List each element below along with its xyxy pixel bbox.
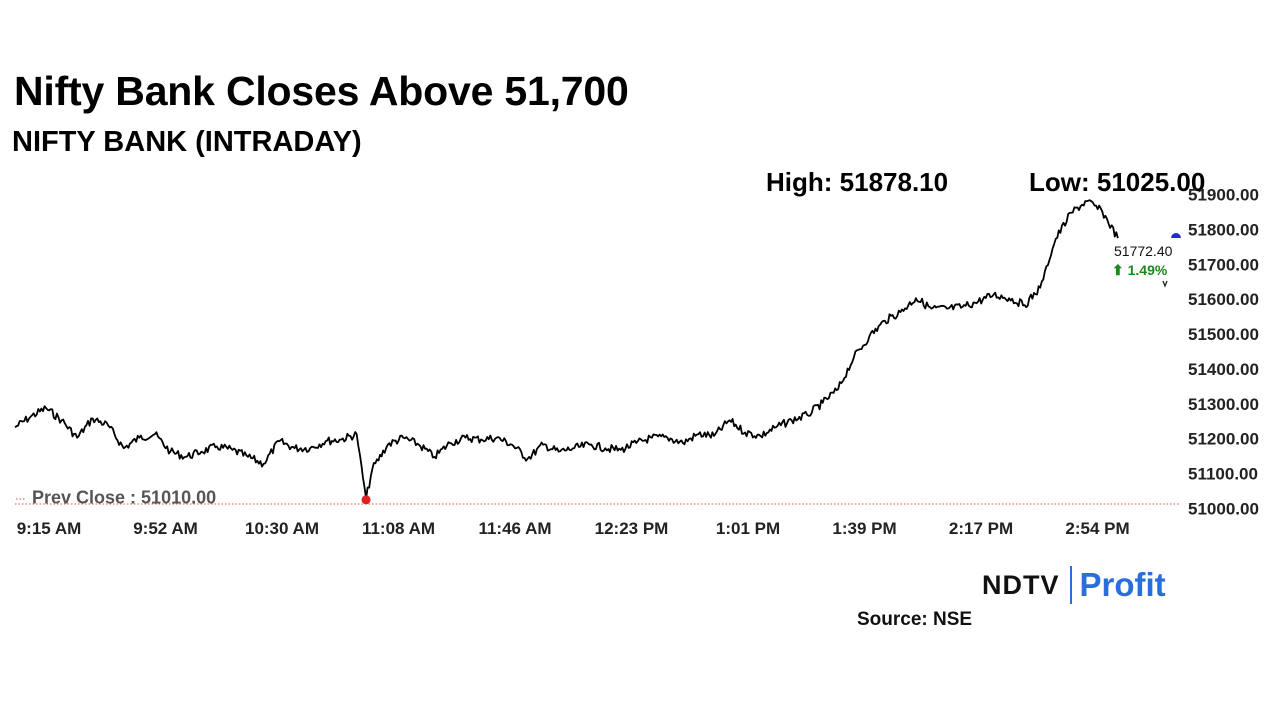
low-marker: [361, 495, 371, 505]
brand-logo: NDTV Profit: [982, 566, 1166, 604]
y-tick-label: 51600.00: [1188, 290, 1259, 309]
current-level-marker: [1171, 233, 1181, 238]
x-tick-label: 2:17 PM: [949, 519, 1013, 538]
last-value-label: 51772.40: [1114, 243, 1173, 259]
y-tick-label: 51500.00: [1188, 325, 1259, 344]
x-tick-label: 11:08 AM: [362, 519, 435, 538]
y-tick-label: 51200.00: [1188, 430, 1259, 449]
x-tick-label: 11:46 AM: [478, 519, 551, 538]
low-label: Low: 51025.00: [1029, 167, 1206, 197]
price-line: [14, 199, 1119, 500]
y-tick-label: 51300.00: [1188, 395, 1259, 414]
page-title: Nifty Bank Closes Above 51,700: [14, 68, 629, 114]
y-tick-label: 51800.00: [1188, 220, 1259, 239]
x-tick-label: 12:23 PM: [595, 519, 669, 538]
y-tick-label: 51700.00: [1188, 255, 1259, 274]
brand-separator: [1069, 566, 1072, 604]
x-tick-label: 9:15 AM: [17, 519, 82, 538]
x-tick-label: 10:30 AM: [245, 519, 319, 538]
brand-ndtv-text: NDTV: [982, 569, 1060, 600]
chart-subtitle: NIFTY BANK (INTRADAY): [12, 126, 362, 158]
high-label: High: 51878.10: [766, 167, 949, 197]
y-tick-label: 51900.00: [1188, 186, 1259, 205]
change-percent-label: ⬆ 1.49%: [1112, 262, 1168, 278]
prev-close-label: Prev Close : 51010.00: [32, 488, 216, 508]
x-tick-label: 1:01 PM: [716, 519, 780, 538]
source-note: Source: NSE: [857, 609, 973, 630]
y-tick-label: 51000.00: [1188, 500, 1259, 519]
current-level-tick: [1162, 280, 1168, 288]
x-tick-label: 9:52 AM: [133, 519, 198, 538]
brand-profit-text: Profit: [1079, 566, 1166, 603]
x-tick-label: 1:39 PM: [832, 519, 896, 538]
y-tick-label: 51400.00: [1188, 360, 1259, 379]
y-tick-label: 51100.00: [1188, 465, 1258, 484]
x-tick-label: 2:54 PM: [1065, 519, 1129, 538]
